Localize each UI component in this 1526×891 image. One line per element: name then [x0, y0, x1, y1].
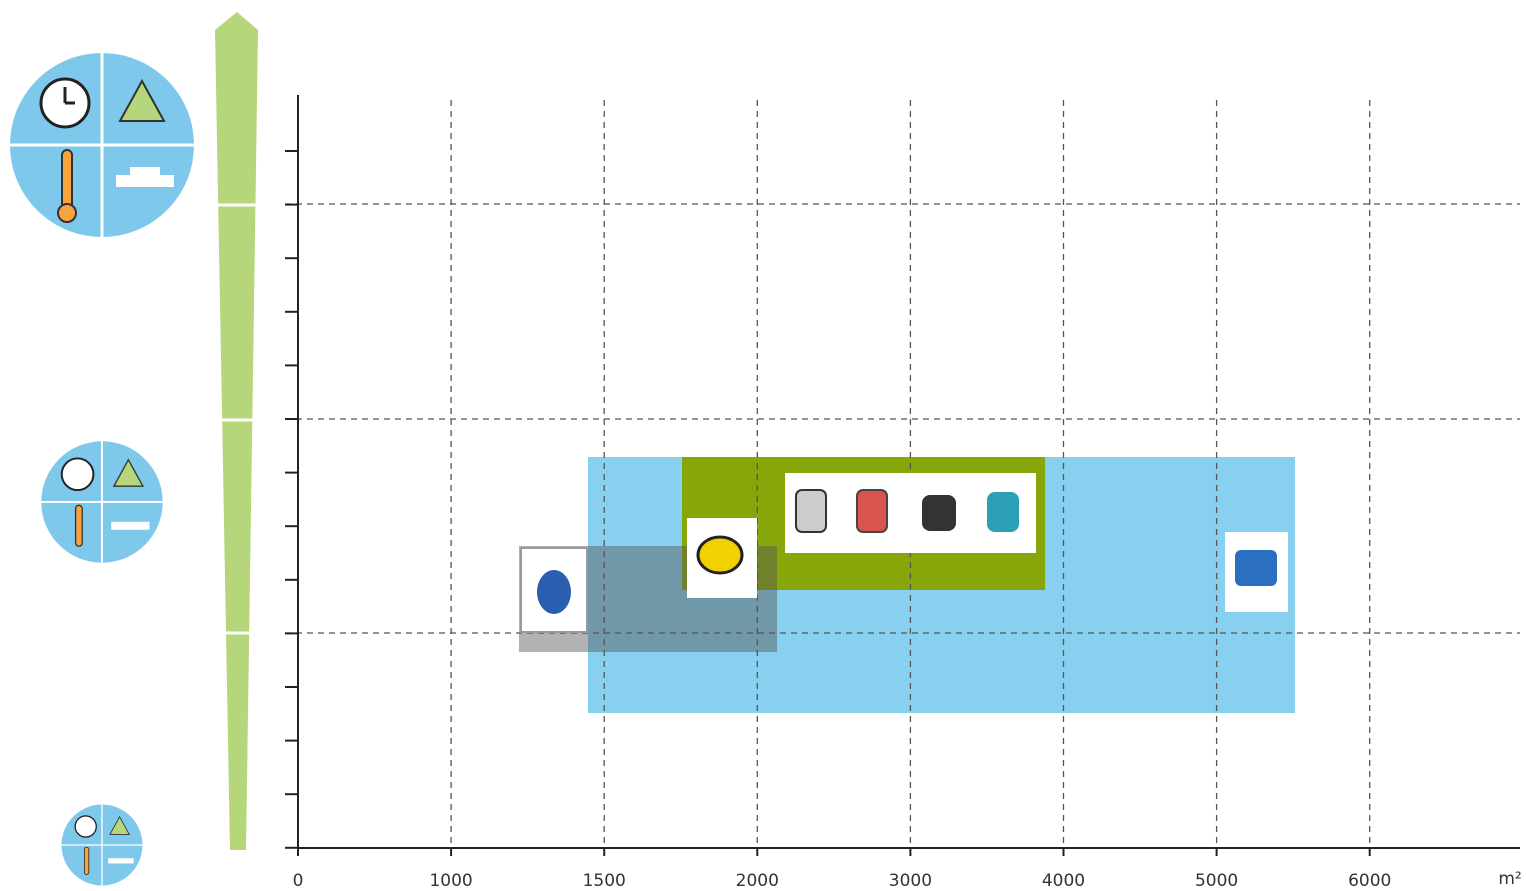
x-tick-label: 1500	[583, 871, 626, 891]
x-tick-label: 5000	[1195, 871, 1238, 891]
scale-arrow	[215, 12, 258, 850]
x-tick-label: 3000	[889, 871, 932, 891]
x-tick-label: 0	[293, 871, 304, 891]
x-tick-label: 6000	[1348, 871, 1391, 891]
x-tick-label: 2000	[736, 871, 779, 891]
icon-large	[10, 53, 194, 237]
machine-pictures	[520, 473, 1288, 633]
icon-small	[61, 804, 143, 886]
x-tick-label: 4000	[1042, 871, 1085, 891]
icon-medium	[41, 441, 163, 563]
x-unit: m²	[1498, 869, 1521, 889]
x-tick-label: 1000	[429, 871, 472, 891]
